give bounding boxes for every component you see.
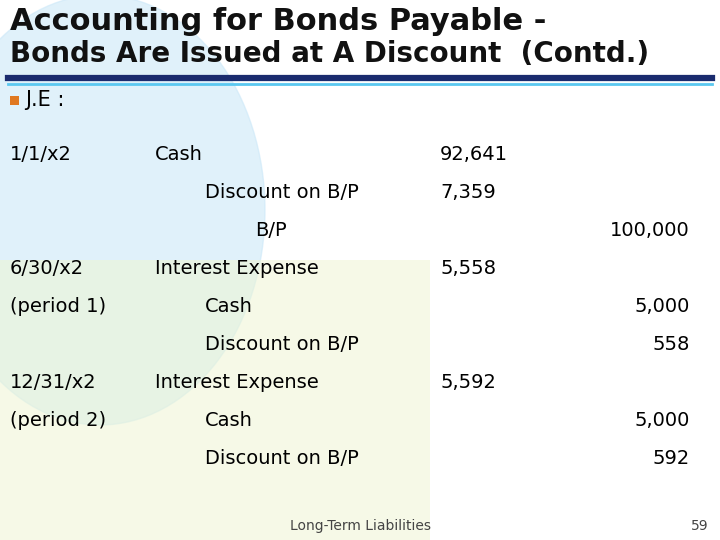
Text: Cash: Cash bbox=[155, 145, 203, 165]
Text: Discount on B/P: Discount on B/P bbox=[205, 335, 359, 354]
Text: J.E :: J.E : bbox=[25, 90, 64, 110]
Text: 5,558: 5,558 bbox=[440, 260, 496, 279]
Text: Interest Expense: Interest Expense bbox=[155, 374, 319, 393]
Text: 12/31/x2: 12/31/x2 bbox=[10, 374, 96, 393]
Text: 5,592: 5,592 bbox=[440, 374, 496, 393]
Text: Discount on B/P: Discount on B/P bbox=[205, 449, 359, 469]
Text: Cash: Cash bbox=[205, 298, 253, 316]
Text: (period 2): (period 2) bbox=[10, 411, 106, 430]
Text: 5,000: 5,000 bbox=[634, 411, 690, 430]
Text: Bonds Are Issued at A Discount  (Contd.): Bonds Are Issued at A Discount (Contd.) bbox=[10, 40, 649, 68]
Text: (period 1): (period 1) bbox=[10, 298, 106, 316]
Text: 1/1/x2: 1/1/x2 bbox=[10, 145, 72, 165]
Text: 558: 558 bbox=[652, 335, 690, 354]
Text: Discount on B/P: Discount on B/P bbox=[205, 184, 359, 202]
Text: 6/30/x2: 6/30/x2 bbox=[10, 260, 84, 279]
Text: 100,000: 100,000 bbox=[611, 221, 690, 240]
Text: Accounting for Bonds Payable -: Accounting for Bonds Payable - bbox=[10, 7, 546, 36]
Text: Interest Expense: Interest Expense bbox=[155, 260, 319, 279]
Text: 592: 592 bbox=[653, 449, 690, 469]
FancyBboxPatch shape bbox=[0, 260, 430, 540]
Text: Long-Term Liabilities: Long-Term Liabilities bbox=[289, 519, 431, 533]
FancyBboxPatch shape bbox=[10, 96, 19, 105]
Text: 92,641: 92,641 bbox=[440, 145, 508, 165]
Text: 7,359: 7,359 bbox=[440, 184, 496, 202]
Text: Cash: Cash bbox=[205, 411, 253, 430]
Text: 59: 59 bbox=[691, 519, 708, 533]
Text: B/P: B/P bbox=[255, 221, 287, 240]
Ellipse shape bbox=[0, 0, 265, 425]
Text: 5,000: 5,000 bbox=[634, 298, 690, 316]
